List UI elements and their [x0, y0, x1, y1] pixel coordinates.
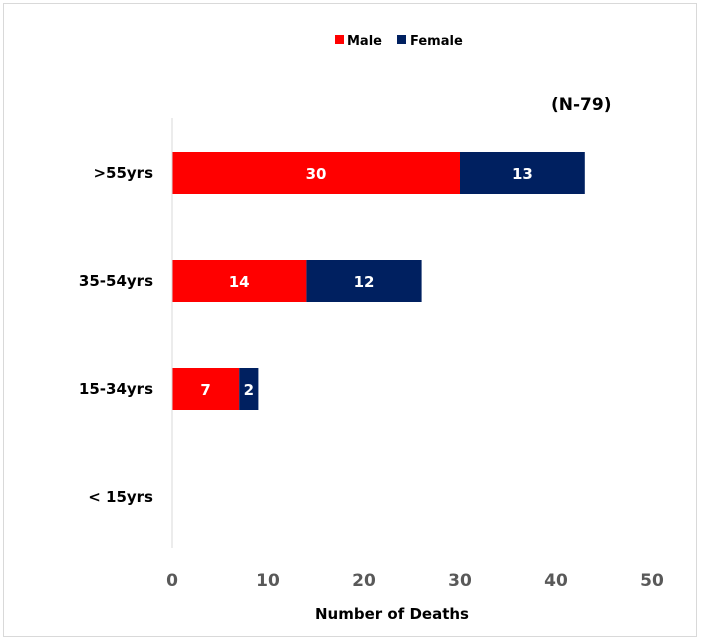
x-tick-label: 0 [166, 571, 178, 591]
bar-female [306, 260, 422, 302]
x-tick-labels: 0 10 20 30 40 50 [166, 571, 664, 591]
bar-female [239, 368, 259, 410]
legend-swatch-male [335, 35, 344, 44]
data-label: 30 [306, 165, 327, 183]
x-tick-label: 50 [640, 571, 664, 591]
x-tick-label: 10 [256, 571, 280, 591]
category-label: < 15yrs [88, 488, 153, 506]
category-label: >55yrs [93, 164, 153, 182]
x-tick-label: 20 [352, 571, 376, 591]
x-axis-title: Number of Deaths [315, 605, 469, 623]
legend-label-male: Male [347, 34, 382, 49]
bar-male [172, 368, 240, 410]
data-label: 2 [244, 381, 254, 399]
category-label: 35-54yrs [79, 272, 153, 290]
bars-group: 7 2 14 12 30 13 [172, 152, 585, 410]
x-tick-label: 30 [448, 571, 472, 591]
sample-size-annotation: (N-79) [551, 95, 611, 115]
legend: Male Female [335, 34, 463, 49]
data-label: 14 [229, 273, 250, 291]
data-label: 13 [512, 165, 533, 183]
x-tick-label: 40 [544, 571, 568, 591]
data-label: 12 [354, 273, 375, 291]
bar-female [460, 152, 585, 194]
chart-frame [3, 3, 697, 637]
bar-male [172, 260, 307, 302]
category-label: 15-34yrs [79, 380, 153, 398]
category-labels: < 15yrs 15-34yrs 35-54yrs >55yrs [79, 164, 153, 506]
data-label: 7 [200, 381, 210, 399]
bar-male [172, 152, 460, 194]
legend-label-female: Female [410, 34, 463, 49]
legend-swatch-female [397, 35, 406, 44]
